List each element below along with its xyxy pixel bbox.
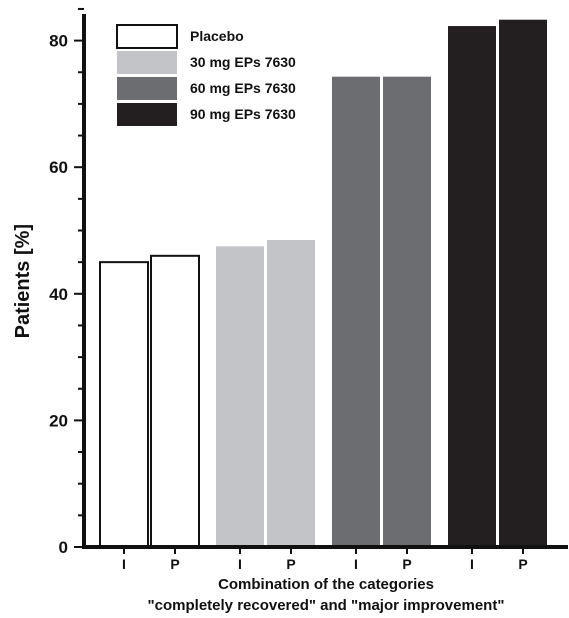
legend-item: 90 mg EPs 7630 bbox=[117, 103, 296, 126]
y-tick-label: 40 bbox=[49, 285, 68, 304]
legend-swatch bbox=[117, 77, 177, 100]
bar bbox=[150, 254, 200, 548]
legend-swatch bbox=[116, 24, 178, 49]
x-tick-label: I bbox=[122, 556, 126, 572]
legend-item: Placebo bbox=[116, 24, 244, 49]
y-tick-label: 60 bbox=[49, 158, 68, 177]
legend: Placebo 30 mg EPs 7630 60 mg EPs 7630 90 mg… bbox=[116, 24, 296, 126]
y-tick-label: 80 bbox=[49, 32, 68, 51]
x-tick-label: I bbox=[354, 556, 358, 572]
y-tick-label: 0 bbox=[59, 538, 68, 557]
bar bbox=[267, 239, 315, 547]
legend-swatch bbox=[117, 103, 177, 126]
x-tick-label: P bbox=[518, 556, 527, 572]
x-tick-label: I bbox=[238, 556, 242, 572]
bar bbox=[99, 261, 149, 548]
y-tick-label: 20 bbox=[49, 411, 68, 430]
legend-label: 30 mg EPs 7630 bbox=[190, 54, 296, 70]
bar bbox=[448, 26, 496, 547]
legend-label: 90 mg EPs 7630 bbox=[190, 106, 296, 122]
axes-layer: 0 20 40 60 80 bbox=[49, 7, 568, 557]
x-tick-label: P bbox=[402, 556, 411, 572]
legend-label: Placebo bbox=[190, 28, 244, 44]
bar bbox=[216, 246, 264, 547]
bar bbox=[332, 76, 380, 547]
y-axis-label: Patients [%] bbox=[12, 224, 34, 338]
x-axis-label-line-2: "completely recovered" and "major improv… bbox=[148, 597, 505, 614]
legend-label: 60 mg EPs 7630 bbox=[190, 80, 296, 96]
x-tick-label: P bbox=[170, 556, 179, 572]
bar bbox=[383, 76, 431, 547]
legend-swatch bbox=[117, 51, 177, 74]
bar bbox=[499, 19, 547, 548]
x-axis-label-line-1: Combination of the categories bbox=[218, 576, 434, 593]
x-tick-label: P bbox=[286, 556, 295, 572]
x-tick-label: I bbox=[470, 556, 474, 572]
legend-item: 30 mg EPs 7630 bbox=[117, 51, 296, 74]
legend-item: 60 mg EPs 7630 bbox=[117, 77, 296, 100]
